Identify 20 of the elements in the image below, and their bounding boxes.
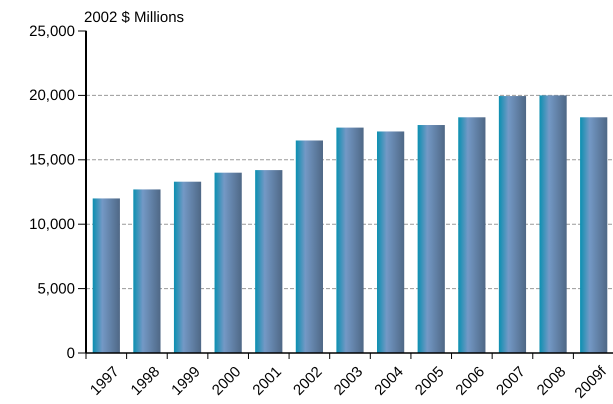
bar xyxy=(92,198,120,353)
bar xyxy=(174,182,202,353)
y-tick-label: 5,000 xyxy=(37,280,75,298)
bar xyxy=(133,189,161,353)
bar xyxy=(214,172,242,353)
y-tick-label: 0 xyxy=(66,344,75,362)
y-axis-title: 2002 $ Millions xyxy=(84,9,184,26)
bar xyxy=(580,117,608,353)
bar xyxy=(377,131,404,353)
bar xyxy=(255,170,282,353)
bar xyxy=(539,95,567,353)
bar xyxy=(418,125,445,353)
bar xyxy=(296,140,323,353)
y-tick-label: 15,000 xyxy=(29,152,75,169)
bar xyxy=(458,117,486,353)
y-tick-label: 20,000 xyxy=(29,87,75,104)
y-tick-label: 10,000 xyxy=(29,216,75,233)
y-tick-label: 25,000 xyxy=(29,22,75,40)
bar xyxy=(498,96,526,353)
bar xyxy=(336,128,364,353)
